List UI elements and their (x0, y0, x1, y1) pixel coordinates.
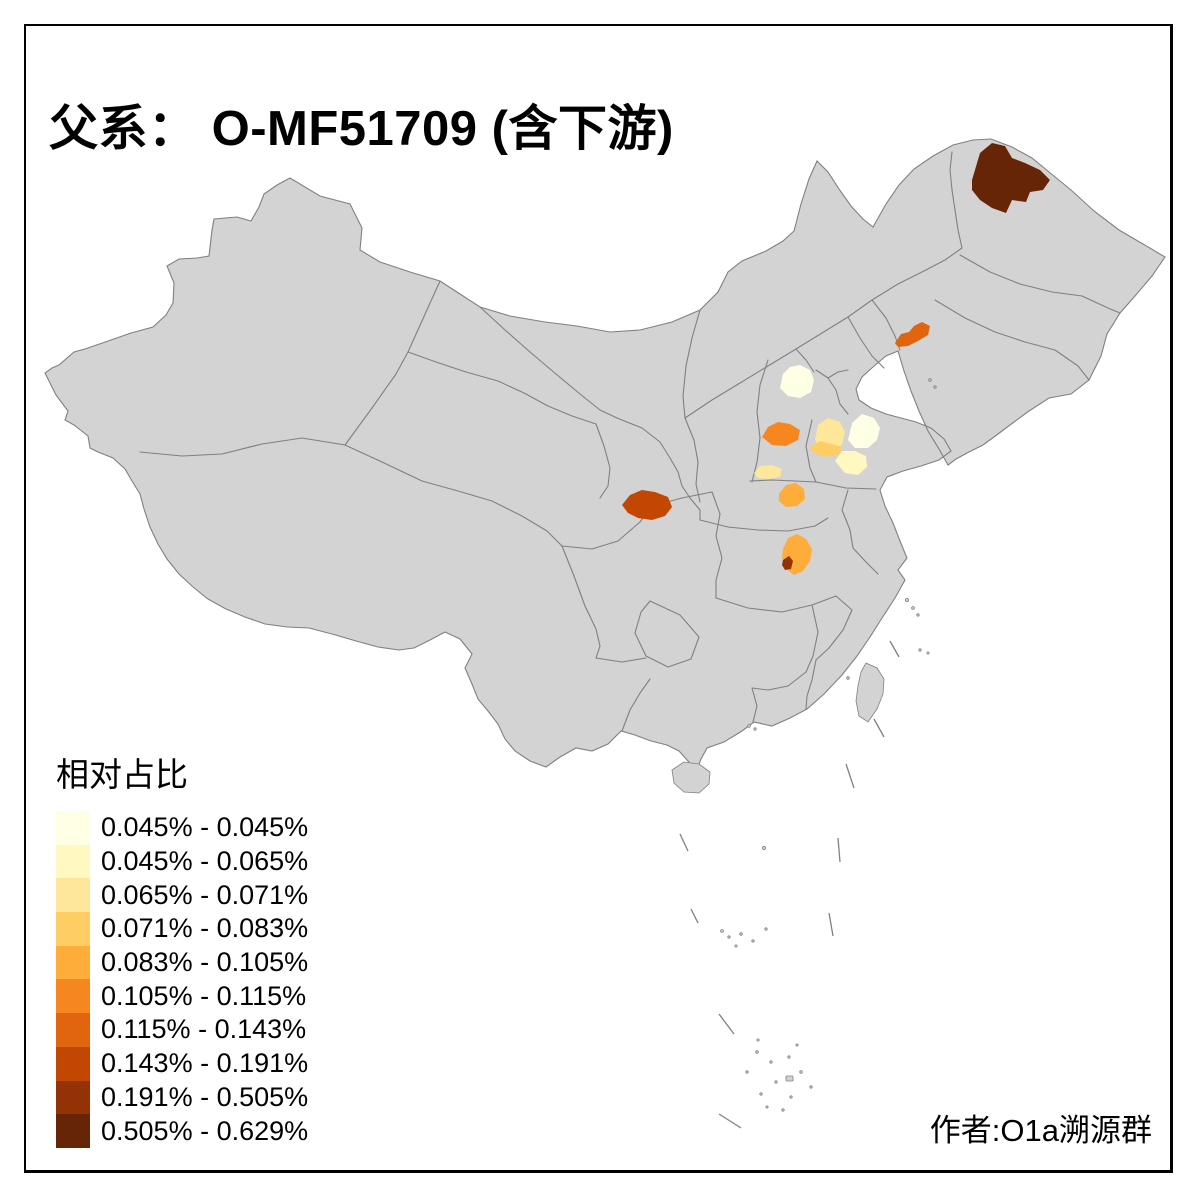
legend-rows: 0.045% - 0.045% 0.045% - 0.065% 0.065% - 0… (56, 811, 308, 1148)
region-liaoning-west (895, 322, 930, 347)
legend-label: 0.143% - 0.191% (101, 1048, 309, 1079)
legend-row: 0.083% - 0.105% (56, 945, 309, 980)
legend-title: 相对占比 (56, 756, 188, 793)
legend-swatch (56, 1080, 90, 1115)
legend-swatch (56, 878, 90, 913)
legend-row: 0.045% - 0.065% (56, 844, 309, 879)
legend-swatch (56, 1114, 90, 1148)
legend-row: 0.071% - 0.083% (56, 912, 308, 946)
mainland-outline (44, 138, 1166, 774)
legend-row: 0.505% - 0.629% (56, 1114, 308, 1148)
legend-swatch (56, 844, 90, 879)
legend-label: 0.505% - 0.629% (101, 1115, 309, 1146)
region-henan-central (779, 483, 805, 507)
legend-label: 0.115% - 0.143% (101, 1014, 307, 1045)
legend-label: 0.045% - 0.045% (101, 812, 309, 843)
legend-row: 0.045% - 0.045% (56, 811, 308, 845)
legend-label: 0.071% - 0.083% (101, 913, 309, 944)
legend-label: 0.105% - 0.115% (101, 980, 307, 1011)
legend-label: 0.045% - 0.065% (101, 846, 309, 877)
islands (671, 378, 937, 1112)
choropleth-regions (622, 143, 1050, 575)
region-shandong-west (810, 441, 842, 457)
region-henan-north (754, 465, 782, 479)
legend-swatch (56, 912, 90, 946)
province-borders (139, 151, 1121, 732)
region-sichuan-chengdu (622, 490, 672, 520)
region-hebei-southwest (762, 422, 800, 446)
maritime-dash-lines (679, 640, 900, 1129)
legend-row: 0.143% - 0.191% (56, 1046, 309, 1081)
region-hubei-central (782, 556, 793, 570)
author-credit: 作者:O1a溯源群 (929, 1113, 1152, 1148)
legend-row: 0.191% - 0.505% (56, 1080, 309, 1115)
legend: 相对占比 0.045% - 0.045% 0.045% - 0.065% 0.065… (56, 748, 308, 1148)
legend-swatch (56, 1046, 90, 1081)
legend-swatch (56, 979, 90, 1014)
legend-swatch (56, 1013, 90, 1047)
mainland-path (44, 138, 1166, 774)
legend-swatch (56, 811, 90, 845)
legend-label: 0.065% - 0.071% (101, 879, 309, 910)
legend-row: 0.065% - 0.071% (56, 878, 309, 913)
map-title: 父系： O-MF51709 (含下游) (49, 101, 674, 156)
region-shandong-south (835, 451, 867, 475)
taiwan-island (855, 662, 885, 723)
legend-label: 0.083% - 0.105% (101, 947, 309, 978)
region-beijing (780, 365, 814, 398)
legend-swatch (56, 945, 90, 980)
legend-label: 0.191% - 0.505% (101, 1081, 309, 1112)
legend-row: 0.105% - 0.115% (56, 979, 308, 1014)
hainan-island (671, 761, 711, 794)
legend-row: 0.115% - 0.143% (56, 1013, 308, 1047)
region-heilongjiang-north (972, 143, 1050, 213)
region-shandong-central (848, 414, 880, 448)
